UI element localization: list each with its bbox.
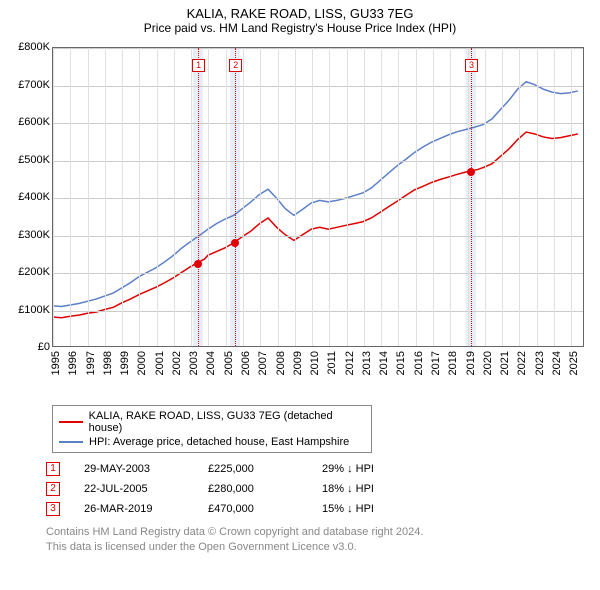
tx-hpi-diff: 15% ↓ HPI	[322, 503, 412, 515]
chart-container: KALIA, RAKE ROAD, LISS, GU33 7EG Price p…	[0, 0, 600, 561]
license-text: Contains HM Land Registry data © Crown c…	[46, 525, 592, 555]
chart-subtitle: Price paid vs. HM Land Registry's House …	[8, 21, 592, 35]
y-axis-label: £200K	[8, 266, 50, 278]
tx-date: 29-MAY-2003	[84, 463, 184, 475]
tx-hpi-diff: 18% ↓ HPI	[322, 483, 412, 495]
data-point-marker	[467, 168, 475, 176]
y-axis-label: £400K	[8, 191, 50, 203]
tx-price: £280,000	[208, 483, 298, 495]
table-row: 3 26-MAR-2019 £470,000 15% ↓ HPI	[46, 499, 592, 519]
legend-label-property: KALIA, RAKE ROAD, LISS, GU33 7EG (detach…	[89, 410, 365, 434]
plot-canvas: 1 2 3	[52, 47, 584, 347]
chart-title: KALIA, RAKE ROAD, LISS, GU33 7EG	[8, 6, 592, 21]
legend-item-property: KALIA, RAKE ROAD, LISS, GU33 7EG (detach…	[59, 409, 365, 435]
x-axis-label: 2025	[568, 351, 600, 375]
y-axis-label: £300K	[8, 229, 50, 241]
transactions-table: 1 29-MAY-2003 £225,000 29% ↓ HPI 2 22-JU…	[46, 459, 592, 519]
legend-label-hpi: HPI: Average price, detached house, East…	[89, 436, 349, 448]
chart-annotation-marker: 3	[465, 59, 478, 72]
tx-index-box: 1	[46, 462, 60, 476]
y-axis-label: £700K	[8, 79, 50, 91]
y-axis-label: £0	[8, 341, 50, 353]
y-axis-label: £500K	[8, 154, 50, 166]
tx-date: 26-MAR-2019	[84, 503, 184, 515]
tx-hpi-diff: 29% ↓ HPI	[322, 463, 412, 475]
tx-price: £225,000	[208, 463, 298, 475]
tx-price: £470,000	[208, 503, 298, 515]
legend-item-hpi: HPI: Average price, detached house, East…	[59, 435, 365, 449]
legend-swatch-hpi	[59, 441, 83, 443]
y-axis-label: £600K	[8, 116, 50, 128]
license-line-1: Contains HM Land Registry data © Crown c…	[46, 525, 592, 540]
legend-swatch-property	[59, 421, 83, 423]
data-point-marker	[231, 239, 239, 247]
data-point-marker	[194, 260, 202, 268]
tx-index-box: 3	[46, 502, 60, 516]
table-row: 2 22-JUL-2005 £280,000 18% ↓ HPI	[46, 479, 592, 499]
license-line-2: This data is licensed under the Open Gov…	[46, 540, 592, 555]
table-row: 1 29-MAY-2003 £225,000 29% ↓ HPI	[46, 459, 592, 479]
chart-area: 1 2 3 £0 £100K £200K £300K £400K £500K £600K £700…	[8, 41, 592, 401]
chart-annotation-marker: 1	[192, 59, 205, 72]
tx-index-box: 2	[46, 482, 60, 496]
tx-date: 22-JUL-2005	[84, 483, 184, 495]
chart-annotation-marker: 2	[229, 59, 242, 72]
y-axis-label: £800K	[8, 41, 50, 53]
legend: KALIA, RAKE ROAD, LISS, GU33 7EG (detach…	[52, 405, 372, 453]
y-axis-label: £100K	[8, 304, 50, 316]
